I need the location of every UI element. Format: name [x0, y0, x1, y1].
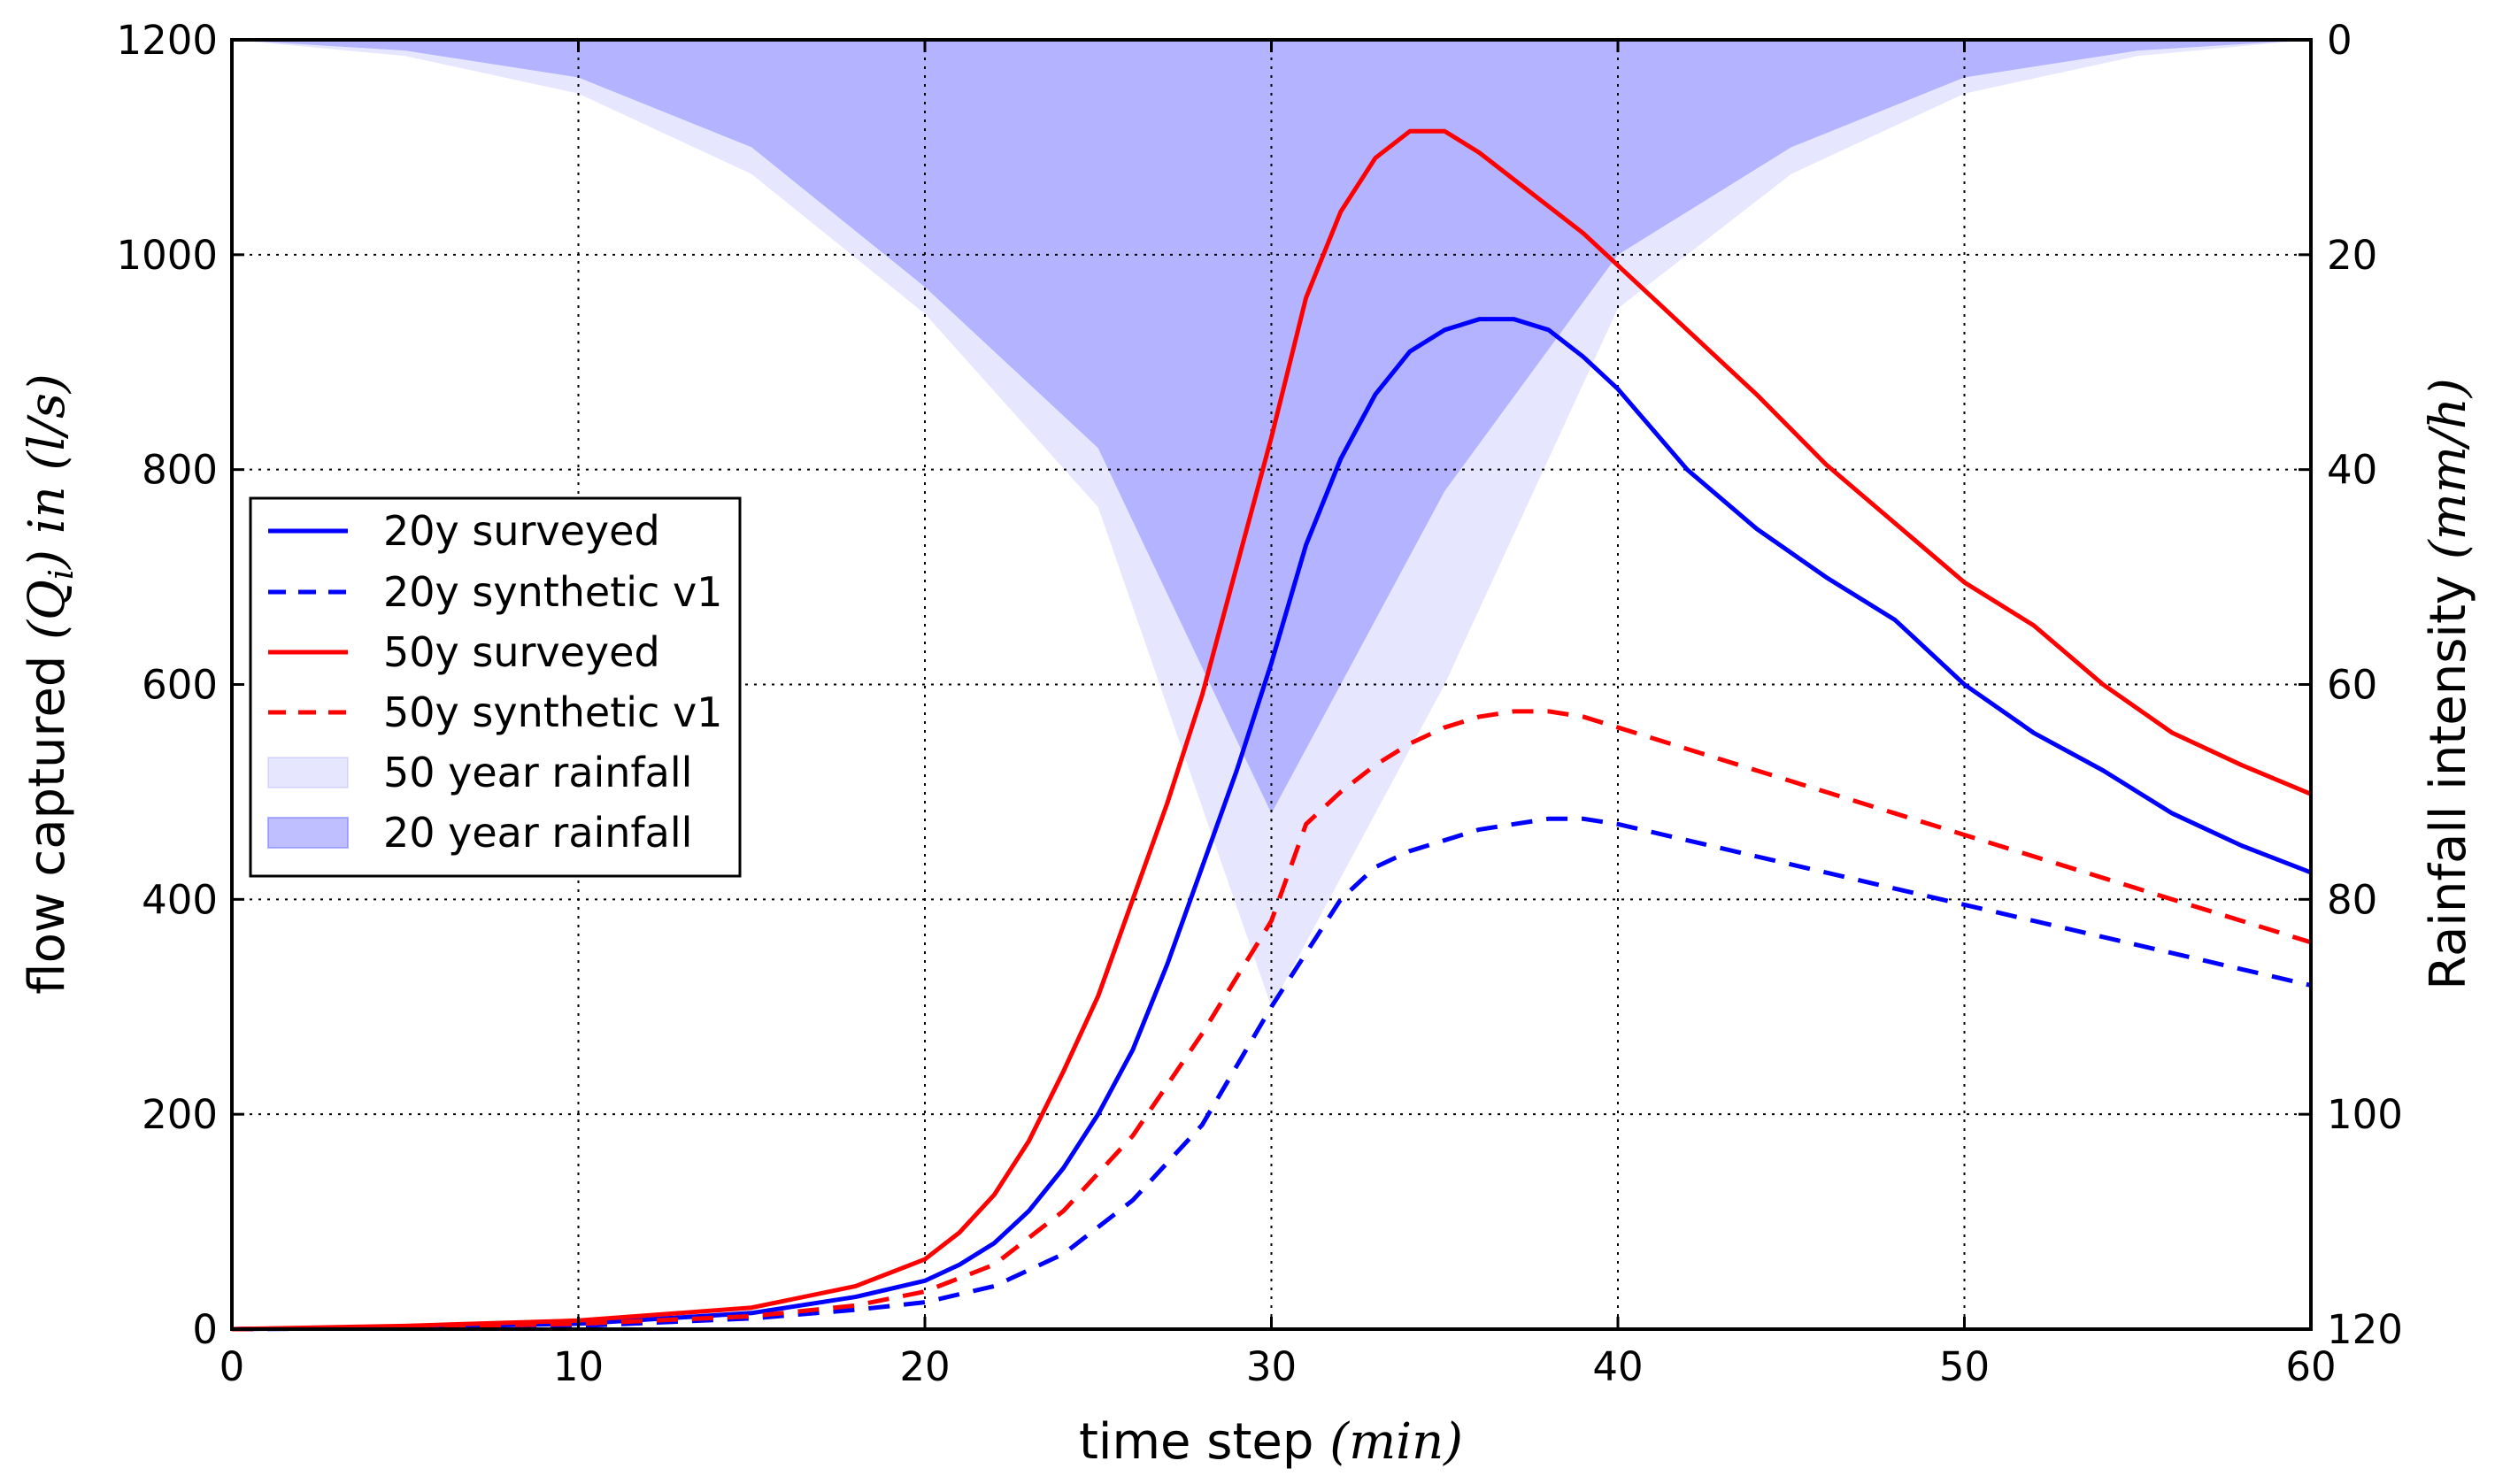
y2-tick-label-120: 120	[2327, 1306, 2403, 1353]
x-tick-label-30: 30	[1246, 1343, 1297, 1390]
legend-label-50y-rainfall: 50 year rainfall	[383, 749, 692, 796]
legend-label-50y-surveyed: 50y surveyed	[383, 628, 660, 676]
y-tick-label-1200: 1200	[116, 17, 218, 64]
legend: 20y surveyed 20y synthetic v1 50y survey…	[249, 496, 742, 878]
y2-tick-label-40: 40	[2327, 447, 2377, 494]
legend-label-20y-surveyed: 20y surveyed	[383, 507, 660, 555]
legend-label-20y-rainfall: 20 year rainfall	[383, 809, 692, 857]
y-tick-label-1000: 1000	[116, 232, 218, 279]
y-tick-label-600: 600	[142, 662, 218, 709]
y2-tick-label-0: 0	[2327, 17, 2353, 64]
x-tick-label-0: 0	[219, 1343, 245, 1390]
legend-label-20y-synthetic: 20y synthetic v1	[383, 568, 722, 616]
x-tick-label-10: 10	[553, 1343, 604, 1390]
x-tick-label-50: 50	[1939, 1343, 1990, 1390]
y2-tick-label-60: 60	[2327, 662, 2377, 709]
x-tick-label-40: 40	[1592, 1343, 1643, 1390]
y-tick-label-200: 200	[142, 1091, 218, 1138]
x-tick-label-20: 20	[899, 1343, 950, 1390]
series-line-50y-surveyed	[231, 128, 2312, 1332]
flow-lines	[231, 128, 2312, 1332]
rainfall-areas	[232, 40, 2311, 1007]
y-tick-label-0: 0	[192, 1306, 218, 1353]
y2-axis-label: Rainfall intensity (mm/h)	[2420, 378, 2477, 989]
x-tick-label-60: 60	[2285, 1343, 2336, 1390]
y2-tick-label-20: 20	[2327, 232, 2377, 279]
y-axis-label: flow captured (Qi) in (l/s)	[19, 373, 81, 994]
legend-label-50y-synthetic: 50y synthetic v1	[383, 688, 722, 736]
legend-box	[249, 496, 742, 878]
y-tick-label-800: 800	[142, 447, 218, 494]
x-axis-label: time step (min)	[1079, 1413, 1463, 1471]
y-tick-label-400: 400	[142, 876, 218, 923]
legend-swatch-20y-rainfall	[267, 817, 349, 849]
series-line-20y-synthetic-v1	[231, 816, 2312, 1332]
legend-swatch-50y-rainfall	[267, 757, 349, 788]
series-line-20y-surveyed	[231, 317, 2312, 1332]
area-20-year-rainfall	[232, 40, 2311, 814]
y2-tick-label-100: 100	[2327, 1091, 2403, 1138]
series-line-50y-synthetic-v1	[231, 709, 2312, 1332]
y2-tick-label-80: 80	[2327, 876, 2377, 923]
